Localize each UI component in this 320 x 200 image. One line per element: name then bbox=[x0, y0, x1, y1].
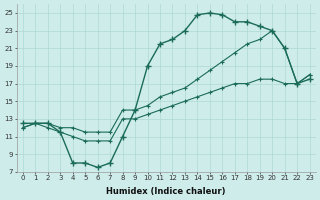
X-axis label: Humidex (Indice chaleur): Humidex (Indice chaleur) bbox=[107, 187, 226, 196]
